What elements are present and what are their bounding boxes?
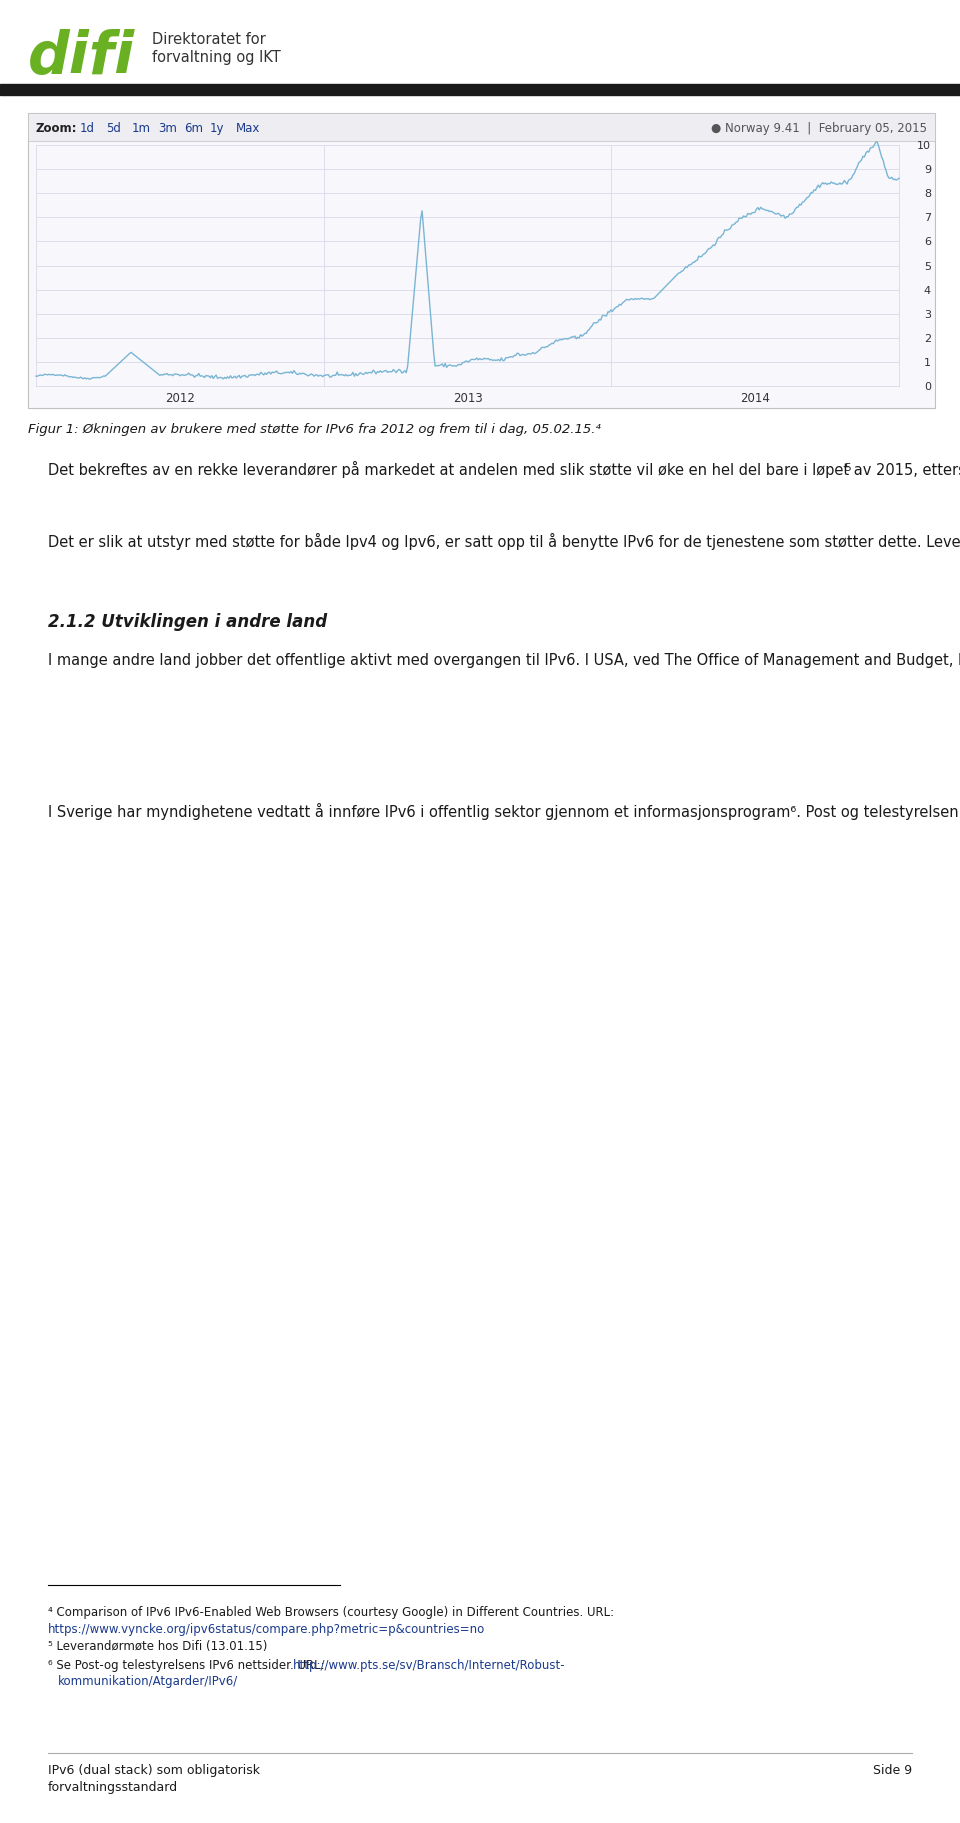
Text: 2: 2 xyxy=(924,334,931,343)
Text: Figur 1: Økningen av brukere med støtte for IPv6 fra 2012 og frem til i dag, 05.: Figur 1: Økningen av brukere med støtte … xyxy=(28,423,601,436)
Text: 3m: 3m xyxy=(158,122,177,135)
Text: forvaltning og IKT: forvaltning og IKT xyxy=(152,49,280,66)
Text: Det er slik at utstyr med støtte for både Ipv4 og Ipv6, er satt opp til å benytt: Det er slik at utstyr med støtte for båd… xyxy=(48,532,960,551)
Text: 1m: 1m xyxy=(132,122,151,135)
Text: 3: 3 xyxy=(924,310,931,319)
Text: I mange andre land jobber det offentlige aktivt med overgangen til IPv6. I USA, : I mange andre land jobber det offentlige… xyxy=(48,651,960,667)
Text: 1: 1 xyxy=(924,357,931,368)
Text: 8: 8 xyxy=(924,190,931,199)
Text: 2.1.2 Utviklingen i andre land: 2.1.2 Utviklingen i andre land xyxy=(48,613,327,631)
Text: 4: 4 xyxy=(924,286,931,295)
Text: 2013: 2013 xyxy=(452,392,482,405)
Text: Side 9: Side 9 xyxy=(873,1763,912,1776)
Text: 6m: 6m xyxy=(184,122,203,135)
Text: I Sverige har myndighetene vedtatt å innføre IPv6 i offentlig sektor gjennom et : I Sverige har myndighetene vedtatt å inn… xyxy=(48,802,960,820)
Bar xyxy=(0,86,960,97)
Bar xyxy=(28,115,935,142)
Text: 2014: 2014 xyxy=(740,392,770,405)
Text: 1d: 1d xyxy=(80,122,95,135)
Text: 9: 9 xyxy=(924,166,931,175)
Text: http://www.pts.se/sv/Bransch/Internet/Robust-: http://www.pts.se/sv/Bransch/Internet/Ro… xyxy=(293,1659,565,1672)
Text: 5: 5 xyxy=(924,261,931,272)
Text: 0: 0 xyxy=(924,381,931,392)
Text: Max: Max xyxy=(236,122,260,135)
Text: Det bekreftes av en rekke leverandører på markedet at andelen med slik støtte vi: Det bekreftes av en rekke leverandører p… xyxy=(48,461,960,478)
Text: 5: 5 xyxy=(844,463,851,472)
Text: Zoom:: Zoom: xyxy=(35,122,77,135)
Text: kommunikation/Atgarder/IPv6/: kommunikation/Atgarder/IPv6/ xyxy=(58,1674,238,1686)
Text: ● Norway 9.41  |  February 05, 2015: ● Norway 9.41 | February 05, 2015 xyxy=(711,122,927,135)
Text: ⁴ Comparison of IPv6 IPv6-Enabled Web Browsers (courtesy Google) in Different Co: ⁴ Comparison of IPv6 IPv6-Enabled Web Br… xyxy=(48,1604,614,1619)
Text: difi: difi xyxy=(28,29,135,86)
Text: ⁶ Se Post-og telestyrelsens IPv6 nettsider. URL:: ⁶ Se Post-og telestyrelsens IPv6 nettsid… xyxy=(48,1659,328,1672)
Text: 7: 7 xyxy=(924,213,931,222)
Text: ⁵ Leverandørmøte hos Difi (13.01.15): ⁵ Leverandørmøte hos Difi (13.01.15) xyxy=(48,1639,268,1652)
Text: 5d: 5d xyxy=(106,122,121,135)
Text: Direktoratet for: Direktoratet for xyxy=(152,33,266,47)
Text: 1y: 1y xyxy=(210,122,225,135)
Text: 10: 10 xyxy=(917,140,931,151)
Text: IPv6 (dual stack) som obligatorisk
forvaltningsstandard: IPv6 (dual stack) som obligatorisk forva… xyxy=(48,1763,260,1794)
Text: 2012: 2012 xyxy=(165,392,195,405)
Bar xyxy=(28,113,935,408)
Text: 6: 6 xyxy=(924,237,931,248)
Text: https://www.vyncke.org/ipv6status/compare.php?metric=p&countries=no: https://www.vyncke.org/ipv6status/compar… xyxy=(48,1622,485,1635)
